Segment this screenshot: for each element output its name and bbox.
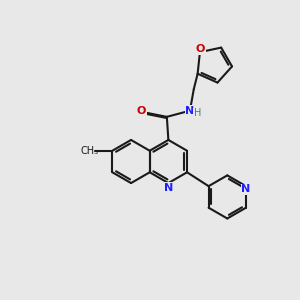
Text: CH₃: CH₃ [80, 146, 98, 156]
Text: N: N [241, 184, 250, 194]
Text: N: N [164, 183, 173, 193]
Text: N: N [185, 106, 195, 116]
Text: O: O [137, 106, 146, 116]
Text: H: H [194, 108, 201, 118]
Text: O: O [196, 44, 206, 54]
